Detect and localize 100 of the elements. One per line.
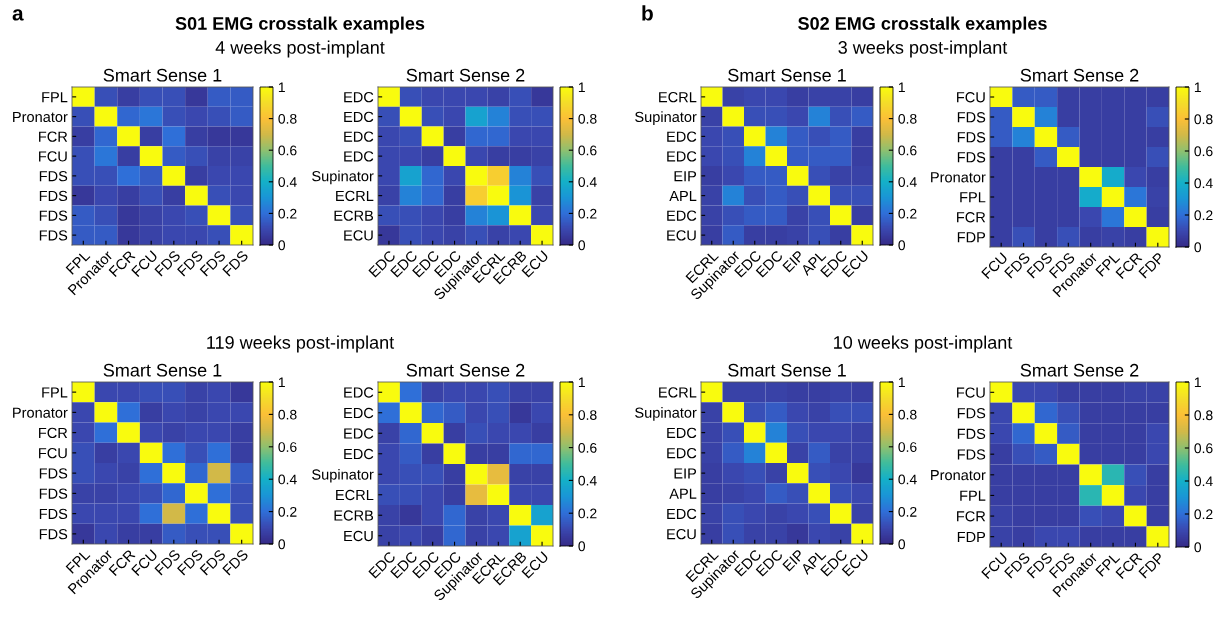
y-tick-label: EDC [344, 428, 374, 439]
y-tick-label: FPL [960, 490, 986, 501]
y-tick-label: FPL [960, 192, 986, 203]
y-tick-label: FCU [39, 151, 67, 162]
y-tick-label: Supinator [635, 111, 697, 125]
y-tick-label: ECU [344, 530, 373, 542]
y-tick-label: FCR [957, 212, 986, 223]
color-bar-label: 0.6 [578, 442, 597, 453]
y-tick-label: ECRB [334, 510, 374, 521]
text: 10 weeks post-implant [834, 335, 1013, 353]
y-tick-label: ECRL [659, 387, 697, 398]
y-tick-label: EDC [344, 387, 374, 398]
y-tick-label: ECU [667, 528, 696, 540]
y-tick-label: FCR [39, 131, 68, 142]
color-bar-label: 0.4 [898, 474, 917, 485]
y-tick-label: FDP [957, 531, 986, 542]
color-bar-label: 1 [578, 377, 585, 388]
y-tick-label: Pronator [13, 407, 68, 418]
y-tick-label: EDC [667, 151, 697, 162]
color-bar-label: 0.6 [1194, 146, 1213, 157]
y-tick-label: FDS [39, 468, 68, 479]
y-tick-label: EDC [344, 448, 374, 460]
y-tick-label: FDP [957, 232, 986, 243]
color-bar-label: 1 [278, 377, 285, 388]
y-tick-label: EIP [674, 171, 697, 182]
color-bar-label: 0.4 [578, 177, 597, 187]
color-bar-label: 0 [278, 240, 286, 251]
text: S02 EMG crosstalk examples [798, 16, 1047, 34]
y-tick-label: EDC [667, 131, 697, 142]
color-bar-label: 0 [1194, 242, 1202, 253]
color-bar-label: 1 [1194, 82, 1201, 93]
y-tick-label: Pronator [931, 470, 986, 481]
y-tick-label: FDS [39, 488, 68, 499]
y-tick-label: APL [669, 190, 697, 201]
y-tick-label: ECRL [659, 91, 697, 103]
color-bar-label: 0.6 [898, 145, 917, 156]
color-bar-label: 1 [898, 377, 905, 388]
color-bar-label: 0.4 [1194, 178, 1213, 189]
chart-title: Smart Sense 1 [103, 68, 222, 82]
text: 3 weeks post-implant [838, 40, 1008, 58]
y-tick-label: FDS [957, 428, 986, 439]
y-tick-label: FDS [39, 170, 68, 182]
color-bar-label: 0.2 [578, 508, 597, 519]
color-bar-label: 0 [578, 541, 586, 552]
y-tick-label: FPL [42, 387, 68, 398]
color-bar-label: 0 [898, 539, 906, 550]
color-bar-label: 1 [898, 82, 905, 93]
color-bar-label: 1 [278, 82, 285, 93]
y-tick-label: ECRB [334, 210, 374, 221]
y-tick-label: ECU [667, 230, 696, 241]
color-bar-label: 0.6 [578, 145, 597, 156]
y-tick-label: ECRL [336, 190, 374, 202]
y-tick-label: Pronator [931, 172, 986, 183]
y-tick-label: Pronator [13, 111, 68, 123]
color-bar-label: 0.8 [898, 409, 917, 420]
y-tick-label: Supinator [312, 170, 374, 185]
y-tick-label: FDS [39, 230, 68, 241]
color-bar-label: 0.8 [278, 409, 297, 420]
color-bar-label: 0.8 [578, 410, 597, 420]
y-tick-label: FDS [957, 408, 986, 419]
y-tick-label: EDC [344, 407, 374, 419]
y-tick-label: FDS [39, 210, 68, 221]
y-tick-label: FDS [39, 528, 68, 540]
y-tick-label: ECU [344, 230, 373, 241]
color-bar-label: 0 [278, 539, 286, 550]
color-bar-label: 0 [898, 240, 906, 251]
chart-title: Smart Sense 2 [1020, 68, 1139, 82]
color-bar-label: 0.8 [578, 113, 597, 124]
color-bar-label: 0.8 [898, 113, 917, 124]
chart-title: Smart Sense 2 [406, 68, 525, 82]
chart-title: Smart Sense 2 [406, 363, 525, 377]
y-tick-label: EDC [344, 131, 374, 142]
chart-title: Smart Sense 1 [103, 363, 222, 377]
color-bar-label: 0.2 [1194, 509, 1213, 520]
y-tick-label: FDS [39, 508, 68, 520]
y-tick-label: EIP [674, 468, 697, 479]
color-bar-label: 0.2 [578, 208, 597, 219]
color-bar-label: 0.2 [278, 506, 297, 517]
color-bar-label: 0.4 [898, 177, 917, 187]
y-tick-label: EDC [344, 91, 374, 103]
text: 119 weeks post-implant [207, 335, 395, 353]
text: a [12, 9, 24, 21]
chart-title: Smart Sense 1 [728, 68, 846, 82]
y-tick-label: Supinator [635, 407, 697, 421]
text: S01 EMG crosstalk examples [175, 16, 425, 34]
y-tick-label: FCU [957, 92, 985, 103]
color-bar-label: 0.4 [278, 474, 297, 485]
color-bar-label: 0.6 [898, 442, 917, 452]
color-bar-label: 0.8 [278, 113, 297, 124]
y-tick-label: EDC [667, 210, 697, 221]
color-bar-label: 0.2 [898, 506, 917, 517]
color-bar-label: 1 [1194, 377, 1201, 388]
y-tick-label: EDC [667, 508, 697, 520]
color-bar-label: 0.4 [278, 177, 297, 187]
y-tick-label: EDC [344, 151, 374, 162]
color-bar-label: 0.2 [898, 208, 917, 219]
y-tick-label: EDC [667, 427, 697, 439]
color-bar-label: 0.8 [1194, 114, 1213, 125]
color-bar-label: 0.8 [1194, 410, 1213, 421]
y-tick-label: FDS [957, 112, 986, 123]
